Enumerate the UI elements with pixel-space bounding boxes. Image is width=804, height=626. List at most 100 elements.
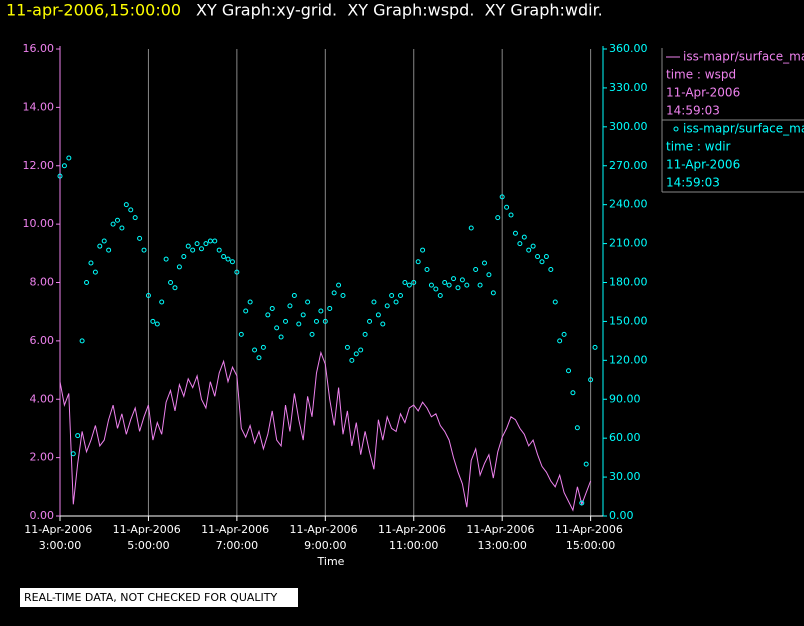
data-point (88, 260, 94, 266)
legend-detail: 14:59:03 (666, 176, 720, 190)
data-point (305, 299, 311, 305)
x-tick-label-line: 5:00:00 (127, 539, 169, 552)
data-point (110, 221, 116, 227)
data-point (539, 259, 545, 265)
data-point (508, 212, 514, 218)
data-point (322, 318, 328, 324)
x-tick-label-line: 11-Apr-2006 (24, 523, 96, 536)
data-point (291, 292, 297, 298)
y-tick-label: 8.00 (30, 276, 55, 289)
legend-detail: 11-Apr-2006 (666, 86, 740, 100)
y2-tick-label: 270.00 (609, 159, 648, 172)
data-point (132, 215, 138, 221)
data-point (137, 235, 143, 241)
y-tick-label: 2.00 (30, 451, 55, 464)
legend-detail: 14:59:03 (666, 104, 720, 118)
data-point (473, 267, 479, 273)
legend-label: iss-mapr/surface_mapr (683, 50, 804, 64)
data-point (114, 217, 120, 223)
data-point (428, 282, 434, 288)
data-point (168, 280, 174, 285)
data-point (256, 355, 262, 361)
data-point (530, 243, 536, 249)
data-point (300, 312, 306, 318)
data-point (61, 163, 67, 169)
data-point (481, 260, 487, 266)
data-point (504, 204, 510, 210)
data-point (552, 299, 558, 305)
x-tick-label-line: 3:00:00 (39, 539, 81, 552)
data-point (420, 247, 426, 253)
x-tick-label: 11-Apr-2006 13:00:00 (466, 523, 538, 552)
data-point (548, 267, 554, 273)
data-point (198, 246, 204, 252)
y2-tick-label: 300.00 (609, 120, 648, 133)
data-point (561, 331, 567, 337)
data-point (92, 269, 98, 275)
footer: REAL-TIME DATA, NOT CHECKED FOR QUALITY (24, 591, 278, 604)
data-point (296, 321, 302, 327)
data-point (84, 280, 90, 285)
data-point (433, 286, 439, 292)
data-point (393, 299, 399, 305)
data-point (163, 256, 169, 262)
data-point (499, 194, 505, 200)
data-point (442, 280, 448, 285)
data-point (451, 276, 457, 282)
data-point (97, 243, 103, 249)
data-line (59, 350, 592, 512)
x-tick-label: 11-Apr-2006 3:00:00 (24, 523, 96, 552)
data-point (358, 347, 364, 353)
y2-tick-label: 330.00 (609, 81, 648, 94)
y2-tick-label: 240.00 (609, 198, 648, 211)
data-point (424, 267, 430, 273)
data-point (512, 230, 518, 236)
legend-detail: time : wspd (666, 68, 736, 82)
data-point (159, 299, 165, 305)
x-tick-label: 11-Apr-2006 9:00:00 (290, 523, 362, 552)
x-tick-label: 11-Apr-2006 15:00:00 (555, 523, 627, 552)
footer-box (20, 588, 298, 607)
x-tick-label-line: 11:00:00 (389, 539, 438, 552)
timestamp: 11-apr-2006,15:00:00 (6, 1, 181, 20)
data-point (176, 264, 182, 270)
data-point (265, 312, 271, 318)
x-tick-label-line: 7:00:00 (216, 539, 258, 552)
data-point (207, 238, 213, 244)
data-point (225, 256, 231, 262)
data-point (229, 259, 235, 265)
data-point (238, 331, 244, 337)
y2-tick-label: 0.00 (609, 509, 634, 522)
y2-tick-label: 360.00 (609, 42, 648, 55)
data-point (79, 338, 85, 344)
y2-tick-label: 30.00 (609, 470, 641, 483)
chart-title: XY Graph:xy-grid. XY Graph:wspd. XY Grap… (196, 1, 603, 20)
data-point (380, 321, 386, 327)
x-tick-label-line: 11-Apr-2006 (113, 523, 185, 536)
data-point (353, 351, 359, 357)
data-point (384, 303, 390, 309)
data-point (234, 269, 240, 275)
data-point (468, 225, 474, 231)
y2-tick-label: 120.00 (609, 353, 648, 366)
legend-label: iss-mapr/surface_mapr (683, 122, 804, 136)
data-point (194, 241, 200, 247)
data-point (344, 344, 350, 350)
x-tick-label-line: 11-Apr-2006 (378, 523, 450, 536)
y-tick-label: 4.00 (30, 392, 55, 405)
data-point (588, 377, 594, 383)
data-point (397, 292, 403, 298)
data-point (172, 285, 178, 291)
data-point (150, 318, 156, 324)
y2-tick-label: 210.00 (609, 237, 648, 250)
y-tick-label: 6.00 (30, 334, 55, 347)
data-point (331, 290, 337, 296)
data-point (517, 241, 523, 247)
y2-tick-label: 90.00 (609, 392, 641, 405)
data-point (570, 390, 576, 396)
data-point (362, 331, 368, 337)
data-point (406, 282, 412, 288)
legend-detail: time : wdir (666, 140, 731, 154)
data-point (106, 247, 112, 253)
data-point (375, 312, 381, 318)
